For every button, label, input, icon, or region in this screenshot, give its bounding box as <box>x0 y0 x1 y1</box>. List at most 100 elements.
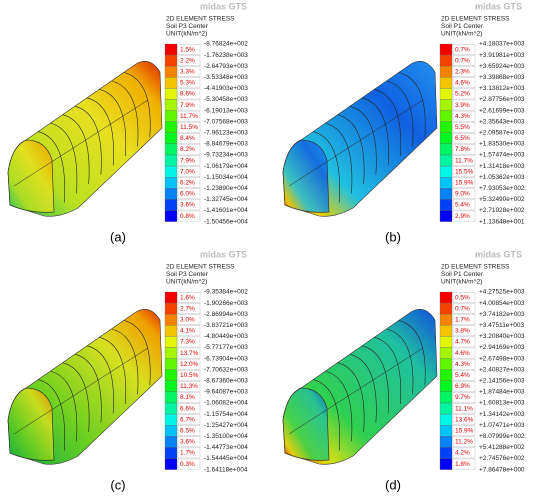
legend-header: UNIT(kN/m^2) <box>166 279 207 286</box>
percent-box <box>452 210 476 222</box>
percent-box <box>177 370 201 381</box>
percent-box <box>452 458 476 470</box>
legend-swatch <box>164 143 178 156</box>
tunnel-ring <box>74 105 102 175</box>
legend-level: -7.70632e+003 <box>204 366 248 373</box>
legend-level: -9.35384e+002 <box>204 289 248 296</box>
legend-level: +1.83530e+003 <box>479 141 525 148</box>
tunnel-ring <box>87 345 114 414</box>
legend-percentage: 6.7% <box>180 416 195 423</box>
legend-percentage: 7.8% <box>455 146 470 153</box>
legend-swatch <box>164 77 178 89</box>
legend-percentage: 2.9% <box>455 213 470 220</box>
logo: midas GTS <box>200 1 247 11</box>
legend-swatch <box>164 447 178 459</box>
legend-swatch <box>164 66 178 78</box>
legend-percentage: 8.1% <box>180 394 195 401</box>
tunnel-ring <box>62 362 90 433</box>
legend-header: 2D ELEMENT STRESS <box>166 264 235 271</box>
legend-swatch <box>164 347 178 359</box>
legend-percentage: 5.2% <box>455 91 470 98</box>
tunnel-ring <box>398 72 426 138</box>
legend-level: -3.83721e+003 <box>204 322 248 329</box>
legend-percentage: 2.7% <box>180 305 195 312</box>
percent-box <box>177 177 201 188</box>
legend-swatch <box>164 413 178 426</box>
percent-box <box>452 381 476 392</box>
legend-swatch <box>439 314 453 326</box>
legend-percentage: 1.6% <box>180 294 195 301</box>
percent-box <box>177 88 201 100</box>
legend-level: -1.54445e+004 <box>204 455 248 462</box>
legend-header: Soil P1 Center <box>441 271 484 278</box>
percent-box <box>452 122 476 133</box>
percent-box <box>452 425 476 436</box>
tunnel-ring <box>87 97 114 166</box>
legend-level: -1.15034e+004 <box>204 174 248 181</box>
legend-percentage: 3.6% <box>180 439 195 446</box>
tunnel-ring <box>111 80 139 147</box>
percent-box <box>452 303 476 314</box>
legend-percentage: 1.8% <box>455 461 470 468</box>
percent-box <box>452 292 476 303</box>
legend-swatch <box>164 291 178 304</box>
percent-box <box>177 303 201 314</box>
legend-level: -1.32745e+004 <box>204 196 248 203</box>
legend-swatch <box>439 369 453 381</box>
legend-level: +3.13812e+003 <box>479 85 525 92</box>
legend-percentage: 1.7% <box>180 450 195 457</box>
percent-box <box>452 144 476 155</box>
legend-level: -1.44773e+004 <box>204 444 248 451</box>
legend-level: +4.00854e+003 <box>479 300 525 307</box>
legend-percentage: 5.4% <box>455 202 470 209</box>
legend-level: +2.40827e+003 <box>479 366 525 373</box>
legend-swatch <box>439 88 453 100</box>
legend-percentage: 0.8% <box>180 213 195 220</box>
percent-box <box>177 436 201 448</box>
legend-percentage: 0.7% <box>455 57 470 64</box>
legend-percentage: 11.5% <box>180 124 198 131</box>
percent-box <box>452 370 476 381</box>
legend-level: +3.91981e+003 <box>479 52 525 59</box>
percent-box <box>177 425 201 436</box>
legend-swatch <box>164 154 178 167</box>
legend-level: -6.19013e+003 <box>204 107 248 114</box>
legend-header: Soil P1 Center <box>441 23 484 30</box>
legend-percentage: 4.3% <box>455 113 470 120</box>
percent-box <box>452 88 476 100</box>
percent-box <box>452 447 476 459</box>
legend-level: +4.18037e+003 <box>479 41 525 48</box>
legend-swatch <box>164 436 178 448</box>
legend-swatch <box>164 188 178 200</box>
legend-percentage: 7.3% <box>180 339 195 346</box>
legend-percentage: 15.5% <box>455 168 474 175</box>
percent-box <box>452 358 476 370</box>
legend-percentage: 5.3% <box>180 80 195 87</box>
legend-percentage: 7.9% <box>180 157 195 164</box>
legend-swatch <box>439 188 453 200</box>
percent-box <box>452 177 476 188</box>
percent-box <box>177 199 201 211</box>
percent-box <box>177 210 201 222</box>
percent-box <box>177 144 201 155</box>
legend-swatch <box>164 110 178 122</box>
legend-level: +3.74182e+003 <box>479 311 525 318</box>
legend-percentage: 3.0% <box>180 316 195 323</box>
legend-percentage: 1.5% <box>180 46 195 53</box>
legend-level: +1.34142e+003 <box>479 411 525 418</box>
legend-level: -1.23890e+004 <box>204 185 248 192</box>
legend-level: +1.07471e+003 <box>479 422 525 429</box>
legend-header: UNIT(kN/m^2) <box>441 279 482 286</box>
legend-swatch <box>164 325 178 337</box>
tunnel-ring <box>398 320 426 386</box>
legend-percentage: 3.3% <box>180 68 195 75</box>
percent-box <box>452 155 476 166</box>
legend-level: +3.47511e+003 <box>479 322 524 329</box>
legend-percentage: 4.7% <box>455 339 470 346</box>
legend-level: -5.30458e+003 <box>204 96 248 103</box>
percent-box <box>177 403 201 414</box>
legend-level: -1.35100e+004 <box>204 433 248 440</box>
